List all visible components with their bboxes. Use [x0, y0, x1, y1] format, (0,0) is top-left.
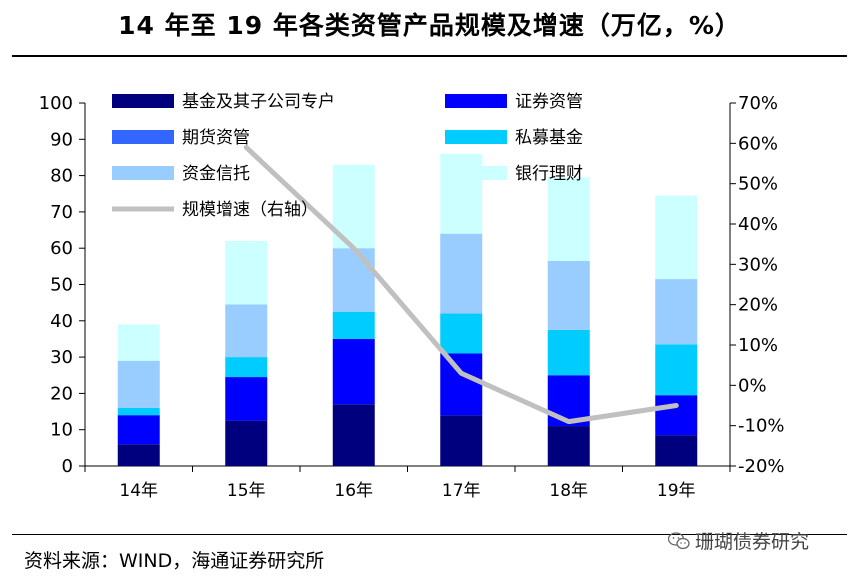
left-tick-label: 30 [50, 347, 73, 368]
left-tick-label: 60 [50, 238, 73, 259]
legend-swatch [112, 94, 174, 108]
x-tick-label: 14年 [119, 481, 158, 501]
bar-segment [332, 311, 375, 339]
legend-swatch [112, 130, 174, 144]
left-tick-label: 80 [50, 166, 73, 187]
left-tick-label: 0 [62, 456, 73, 477]
bar-segment [225, 377, 268, 421]
x-tick-label: 17年 [442, 481, 481, 501]
right-tick-label: 60% [738, 133, 778, 154]
right-tick-label: 30% [738, 254, 778, 275]
x-tick-label: 19年 [657, 481, 696, 501]
bar-segment [440, 153, 483, 234]
legend-swatch [112, 166, 174, 180]
bar-segment [547, 177, 590, 261]
bar-segment [547, 329, 590, 376]
bar-segment [440, 313, 483, 354]
bar-segment [225, 304, 268, 358]
growth-line [243, 144, 679, 425]
left-tick-label: 70 [50, 202, 73, 223]
legend-swatch [445, 94, 507, 108]
bar-segment [117, 444, 160, 466]
bar-segment [655, 195, 698, 280]
left-tick-label: 20 [50, 383, 73, 404]
legend-label: 规模增速（右轴） [182, 200, 318, 220]
stacked-bar-line-chart: 0 10 20 30 40 50 60 70 80 90 100 -20% -10% 0% 10% 20% 30… [39, 92, 785, 501]
title-rule [12, 55, 847, 57]
bar-segment [117, 324, 160, 361]
x-tick-label: 16年 [334, 481, 373, 501]
bar-segment [117, 360, 160, 408]
bar-segment [225, 240, 268, 305]
legend-label: 证券资管 [515, 92, 583, 112]
bar-segment [440, 415, 483, 466]
bar-segment [547, 426, 590, 466]
chart-title: 14 年至 19 年各类资管产品规模及增速（万亿，%） [118, 11, 741, 40]
legend-swatch [445, 130, 507, 144]
left-tick-label: 90 [50, 129, 73, 150]
source-note: 资料来源：WIND，海通证券研究所 [24, 550, 325, 572]
footer-rule [12, 534, 847, 535]
bar-segment [117, 415, 160, 445]
bar-segment [225, 357, 268, 378]
bar-segment [225, 420, 268, 466]
watermark-text: 珊瑚债券研究 [695, 531, 810, 553]
left-tick-label: 10 [50, 420, 73, 441]
watermark: 珊瑚债券研究 [668, 527, 809, 554]
bar-segment [332, 404, 375, 466]
x-tick-label: 15年 [227, 481, 266, 501]
left-tick-label: 40 [50, 311, 73, 332]
bar-segment [440, 353, 483, 416]
bar-segment [655, 344, 698, 396]
x-tick-label: 18年 [549, 481, 588, 501]
legend-label: 期货资管 [182, 128, 250, 148]
legend-label: 基金及其子公司专户 [182, 92, 335, 112]
right-tick-label: 10% [738, 335, 778, 356]
legend-label: 银行理财 [515, 164, 583, 184]
right-tick-label: -20% [738, 456, 785, 477]
right-tick-label: 50% [738, 174, 778, 195]
bar-segment [332, 248, 375, 312]
right-tick-label: 70% [738, 93, 778, 114]
bar-segment [117, 407, 160, 416]
legend-swatch [445, 166, 507, 180]
left-tick-label: 100 [39, 93, 73, 114]
bar-segment [655, 435, 698, 466]
legend-label: 资金信托 [182, 164, 250, 184]
right-tick-label: 0% [738, 375, 767, 396]
wechat-icon [668, 531, 690, 549]
right-tick-label: 40% [738, 214, 778, 235]
left-tick-label: 50 [50, 275, 73, 296]
bar-segment [655, 395, 698, 436]
bar-segment [655, 279, 698, 345]
bar-segment [547, 260, 590, 330]
right-tick-label: 20% [738, 295, 778, 316]
bar-segment [332, 338, 375, 405]
bar-segment [440, 233, 483, 314]
right-tick-label: -10% [738, 416, 785, 437]
legend-label: 私募基金 [515, 128, 583, 148]
